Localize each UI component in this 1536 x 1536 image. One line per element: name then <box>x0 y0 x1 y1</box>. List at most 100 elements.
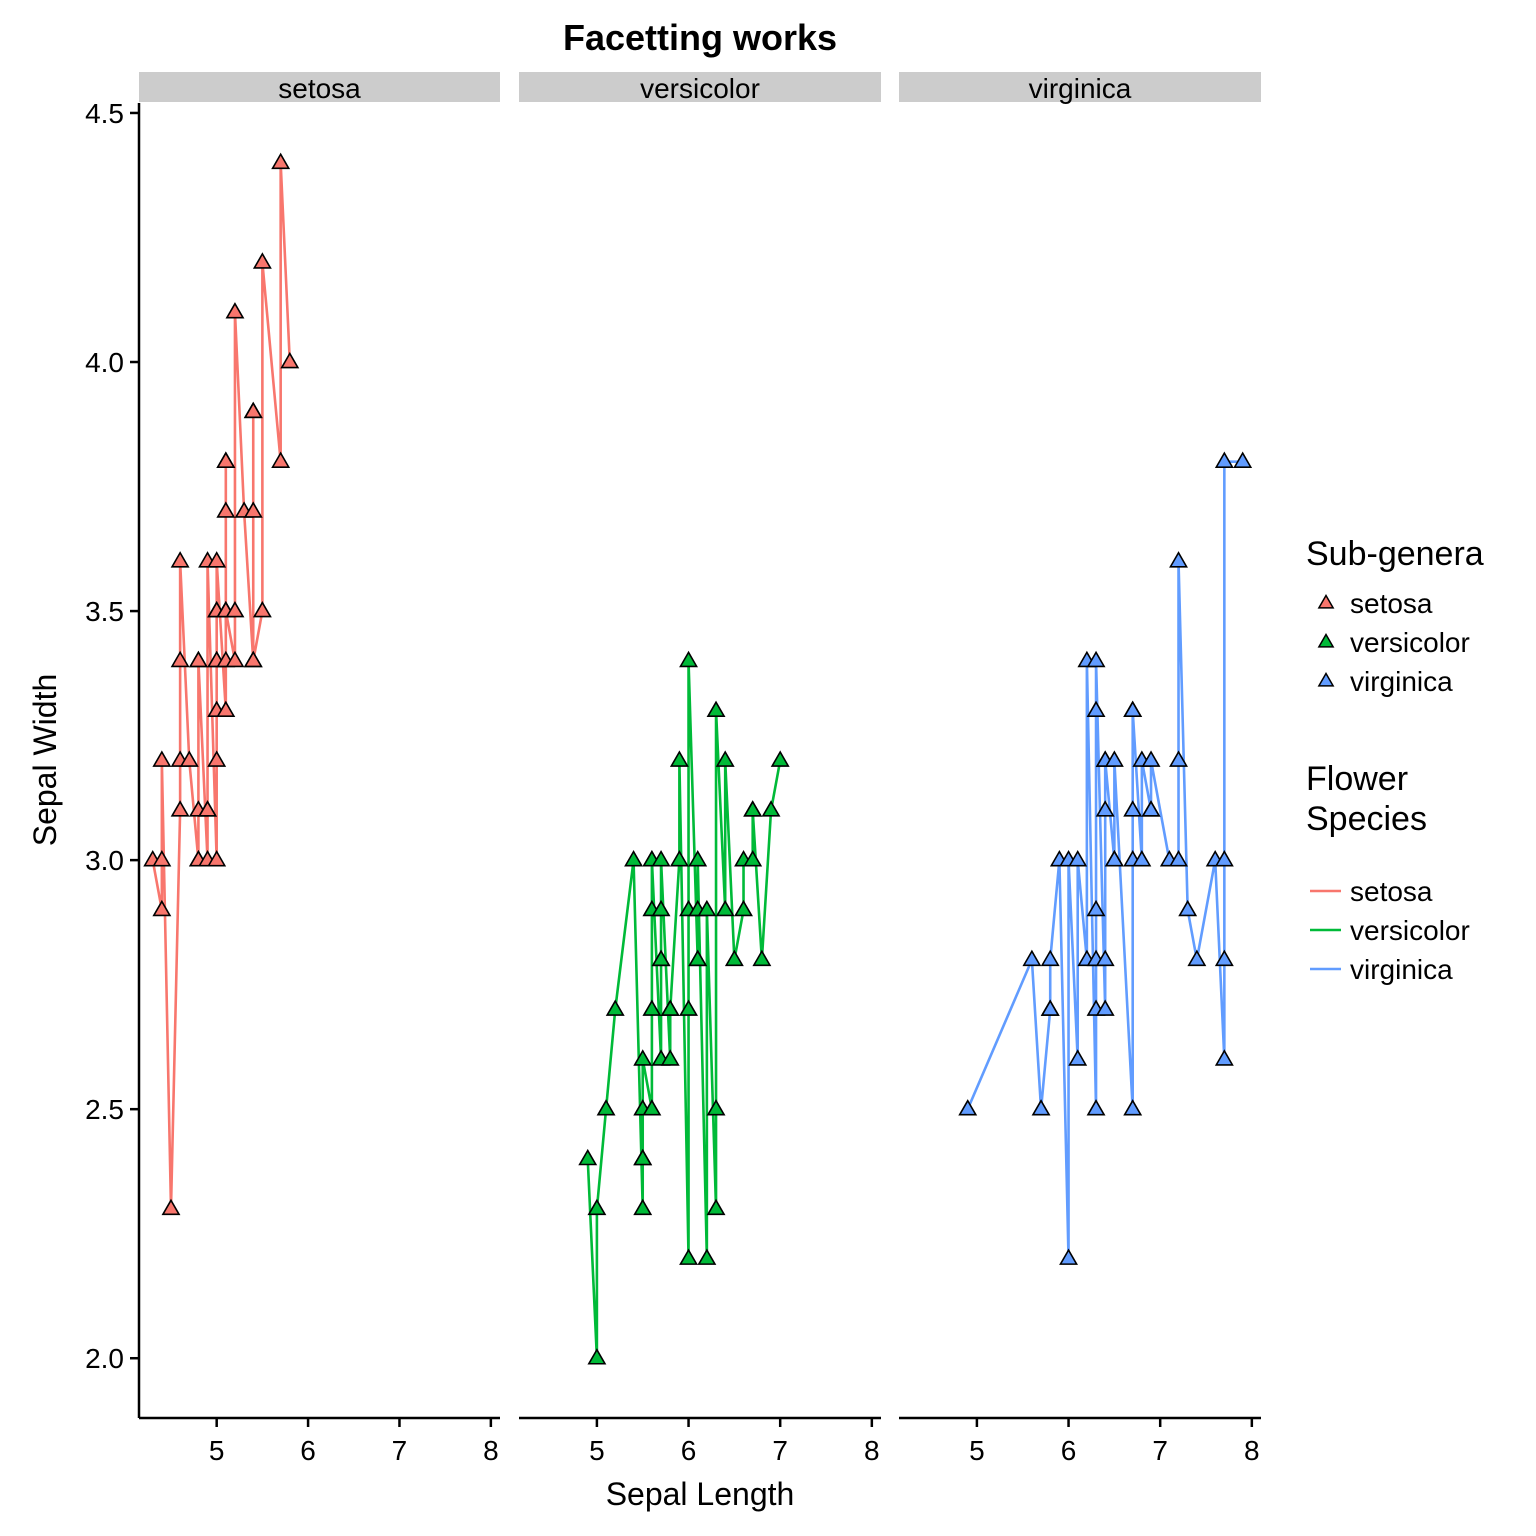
data-point-setosa <box>207 750 227 767</box>
data-point-versicolor <box>743 800 763 817</box>
data-point-setosa <box>216 700 236 718</box>
data-point-setosa <box>252 600 272 618</box>
data-point-setosa <box>198 800 218 817</box>
y-tick-label: 2.0 <box>85 1343 124 1374</box>
y-tick-label: 4.5 <box>85 98 124 129</box>
data-point-versicolor <box>633 1148 653 1166</box>
data-point-virginica <box>1214 949 1234 967</box>
data-point-versicolor <box>651 949 671 967</box>
data-point-versicolor <box>587 1198 607 1216</box>
data-point-virginica <box>1214 451 1234 468</box>
data-point-virginica <box>1086 899 1106 917</box>
data-point-versicolor <box>679 1248 699 1265</box>
data-point-virginica <box>1169 750 1188 767</box>
facet-versicolor: versicolor 5 6 7 8 <box>519 72 881 1466</box>
data-point-versicolor <box>669 850 689 867</box>
data-point-versicolor <box>734 899 753 917</box>
data-point-versicolor <box>669 750 689 767</box>
legend: Sub-genera setosa versicolor virginica Flowe… <box>1306 535 1484 985</box>
data-point-versicolor <box>679 650 699 668</box>
data-point-setosa <box>271 451 291 468</box>
data-point-setosa <box>271 152 291 170</box>
data-point-virginica <box>1059 1248 1079 1265</box>
data-point-virginica <box>1095 999 1115 1016</box>
data-point-virginica <box>1086 650 1106 668</box>
x-tick-label: 8 <box>483 1435 499 1466</box>
data-point-setosa <box>161 1198 181 1216</box>
data-point-setosa <box>152 899 172 917</box>
data-point-setosa <box>207 551 227 568</box>
x-tick-label: 7 <box>772 1435 788 1466</box>
data-point-virginica <box>1123 800 1143 817</box>
legend-label-setosa: setosa <box>1350 876 1433 907</box>
data-point-setosa <box>225 302 245 319</box>
data-point-versicolor <box>651 850 671 867</box>
data-point-versicolor <box>706 1198 726 1216</box>
data-point-virginica <box>1169 850 1188 867</box>
data-point-versicolor <box>770 750 790 767</box>
x-axis-title: Sepal Length <box>606 1476 795 1512</box>
data-point-virginica <box>1123 1099 1143 1116</box>
strip-label-setosa: setosa <box>278 73 361 104</box>
x-tick-label: 6 <box>1061 1435 1077 1466</box>
data-point-virginica <box>1214 850 1234 867</box>
data-point-setosa <box>207 850 227 867</box>
legend-key-point-virginica <box>1317 671 1335 687</box>
data-point-virginica <box>958 1099 978 1116</box>
data-point-versicolor <box>715 899 735 917</box>
data-point-virginica <box>1022 949 1042 967</box>
data-point-versicolor <box>724 949 744 967</box>
series-line-virginica <box>966 460 1243 1260</box>
chart-title: Facetting works <box>563 17 837 58</box>
data-point-versicolor <box>660 999 680 1016</box>
x-tick-label: 7 <box>1152 1435 1168 1466</box>
data-point-virginica <box>1068 850 1088 867</box>
legend-label-versicolor: versicolor <box>1350 915 1470 946</box>
data-point-setosa <box>243 401 263 419</box>
data-point-virginica <box>1178 899 1198 917</box>
data-point-virginica <box>1104 750 1124 767</box>
data-point-versicolor <box>688 850 708 867</box>
data-point-virginica <box>1095 800 1115 817</box>
data-point-versicolor <box>651 899 671 917</box>
legend-key-point-versicolor <box>1317 632 1335 648</box>
data-point-versicolor <box>715 750 735 767</box>
facet-virginica: virginica 5 6 7 8 <box>899 72 1261 1466</box>
y-tick-label: 2.5 <box>85 1094 124 1125</box>
data-point-virginica <box>1095 949 1115 967</box>
data-point-setosa <box>152 850 172 867</box>
strip-versicolor <box>519 72 881 102</box>
data-point-versicolor <box>642 1099 662 1116</box>
data-point-virginica <box>1187 949 1207 967</box>
data-point-setosa <box>216 501 236 518</box>
legend-key-point-setosa <box>1317 593 1335 609</box>
data-point-versicolor <box>587 1348 607 1365</box>
x-tick-label: 5 <box>969 1435 985 1466</box>
data-point-versicolor <box>706 700 726 718</box>
data-point-versicolor <box>633 1049 653 1066</box>
x-tick-label: 6 <box>300 1435 316 1466</box>
legend-title-flower-species: Flower <box>1306 760 1408 798</box>
y-tick-label: 4.0 <box>85 347 124 378</box>
data-point-virginica <box>1214 1049 1234 1066</box>
data-point-setosa <box>170 650 190 668</box>
x-tick-label: 6 <box>681 1435 697 1466</box>
data-point-setosa <box>170 551 190 568</box>
data-point-setosa <box>280 351 300 369</box>
data-point-versicolor <box>706 1099 726 1116</box>
strip-label-virginica: virginica <box>1029 73 1132 104</box>
y-axis: 2.0 2.5 3.0 3.5 4.0 4.5 <box>85 98 141 1418</box>
data-point-versicolor <box>624 850 644 867</box>
data-point-setosa <box>179 750 199 767</box>
facet-setosa: setosa 5 6 7 8 <box>139 72 500 1466</box>
data-point-virginica <box>1141 750 1161 767</box>
data-point-virginica <box>1104 850 1124 867</box>
legend-label-versicolor: versicolor <box>1350 627 1470 658</box>
data-point-setosa <box>225 650 245 668</box>
data-point-virginica <box>1132 850 1152 867</box>
data-point-versicolor <box>679 999 699 1016</box>
strip-virginica <box>899 72 1261 102</box>
x-tick-label: 8 <box>864 1435 880 1466</box>
data-point-virginica <box>1086 1099 1106 1116</box>
